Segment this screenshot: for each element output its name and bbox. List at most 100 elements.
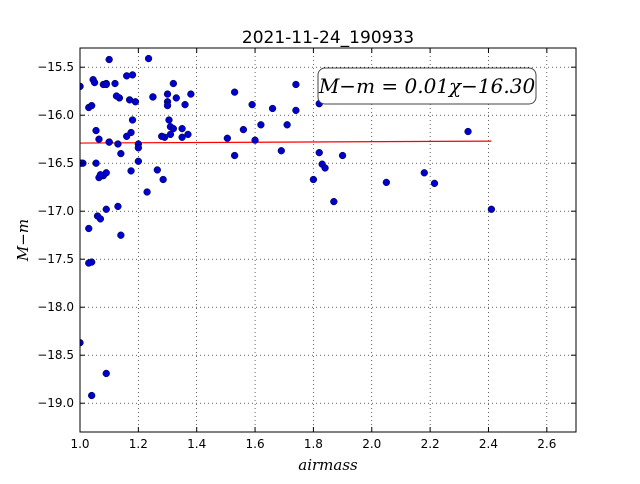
data-point [330, 197, 338, 206]
grid [80, 48, 576, 432]
x-axis: 1.0 1.2 1.4 1.6 1.8 2.0 2.2 2.4 2.6 [70, 48, 556, 451]
y-tick-label: −17.0 [37, 204, 74, 218]
data-point [277, 147, 285, 155]
data-point [158, 132, 166, 140]
data-point [283, 121, 291, 129]
data-point [92, 159, 100, 167]
data-point [163, 90, 172, 98]
x-tick-label: 1.6 [246, 437, 265, 451]
data-point [111, 79, 119, 88]
data-point [128, 71, 137, 79]
data-point [181, 100, 189, 109]
data-point [114, 202, 122, 211]
y-tick-label: −16.0 [37, 108, 74, 122]
y-tick-label: −18.5 [37, 348, 74, 362]
data-point [382, 178, 391, 187]
data-point [315, 148, 323, 157]
data-point [257, 121, 265, 129]
data-point [144, 54, 153, 63]
data-point [292, 106, 300, 115]
x-tick-label: 1.8 [304, 437, 323, 451]
x-axis-label: airmass [298, 456, 358, 474]
data-point [102, 205, 110, 213]
data-point [178, 124, 186, 133]
data-point [102, 80, 110, 89]
chart-title: 2021-11-24_190933 [242, 28, 414, 48]
data-point [153, 166, 161, 174]
data-point [117, 231, 125, 239]
data-point [169, 124, 178, 133]
data-point [184, 130, 192, 139]
y-axis-label: M−m [14, 219, 32, 262]
data-point [128, 116, 137, 124]
annotation-text: M−m = 0.01χ−16.30 [318, 74, 536, 98]
data-point [88, 391, 96, 400]
data-point [127, 167, 135, 175]
data-point [96, 215, 105, 223]
x-tick-label: 2.0 [362, 437, 381, 451]
data-point [187, 90, 195, 98]
data-point [134, 144, 143, 152]
data-point [96, 171, 105, 179]
data-point [292, 80, 300, 89]
data-point [309, 175, 318, 184]
data-point [420, 169, 428, 177]
data-point [321, 164, 329, 172]
data-point [102, 369, 110, 378]
data-point [85, 259, 93, 267]
y-tick-label: −16.5 [37, 156, 74, 170]
data-point [80, 339, 84, 347]
data-point [92, 126, 100, 135]
data-point [149, 93, 157, 101]
data-point [166, 130, 175, 139]
data-point [143, 188, 151, 196]
data-point [239, 125, 248, 134]
y-tick-label: −15.5 [37, 60, 74, 74]
x-tick-label: 1.2 [129, 437, 148, 451]
data-point [464, 127, 472, 136]
data-point [169, 79, 178, 88]
data-point [131, 98, 140, 106]
data-point [127, 128, 135, 137]
data-point [112, 92, 121, 100]
data-point [90, 78, 99, 87]
data-point [430, 179, 439, 188]
annotation-box [317, 67, 537, 105]
data-point [230, 88, 239, 96]
data-point [487, 205, 496, 213]
plot-frame [79, 47, 577, 433]
x-tick-label: 2.6 [537, 437, 556, 451]
data-point [80, 82, 84, 91]
data-point [95, 135, 103, 143]
data-point [172, 94, 180, 102]
x-tick-label: 2.2 [421, 437, 440, 451]
data-point [223, 134, 231, 142]
data-point [165, 116, 173, 124]
data-point [230, 151, 239, 160]
data-point [117, 149, 125, 158]
data-point [105, 55, 113, 64]
data-point [338, 151, 347, 160]
data-point [248, 100, 256, 109]
data-point [163, 101, 172, 110]
data-point [159, 175, 167, 184]
y-tick-label: −17.5 [37, 252, 74, 266]
data-point [105, 138, 113, 146]
plot-area [80, 48, 576, 432]
data-point [114, 140, 122, 148]
y-tick-label: −18.0 [37, 300, 74, 314]
y-tick-label: −19.0 [37, 396, 74, 410]
x-tick-label: 1.4 [187, 437, 206, 451]
data-point [134, 157, 143, 165]
data-point [85, 224, 93, 233]
data-point [268, 104, 277, 113]
x-tick-label: 1.0 [70, 437, 89, 451]
data-point [178, 133, 186, 141]
x-tick-label: 2.4 [479, 437, 498, 451]
y-axis: −15.5 −16.0 −16.5 −17.0 −17.5 −18.0 −18.5 −19.0 [37, 60, 576, 410]
fit-annotation: M−m = 0.01χ−16.30 [317, 67, 537, 105]
series-layer [80, 54, 496, 400]
data-point [88, 101, 96, 110]
fit-line [80, 140, 492, 144]
